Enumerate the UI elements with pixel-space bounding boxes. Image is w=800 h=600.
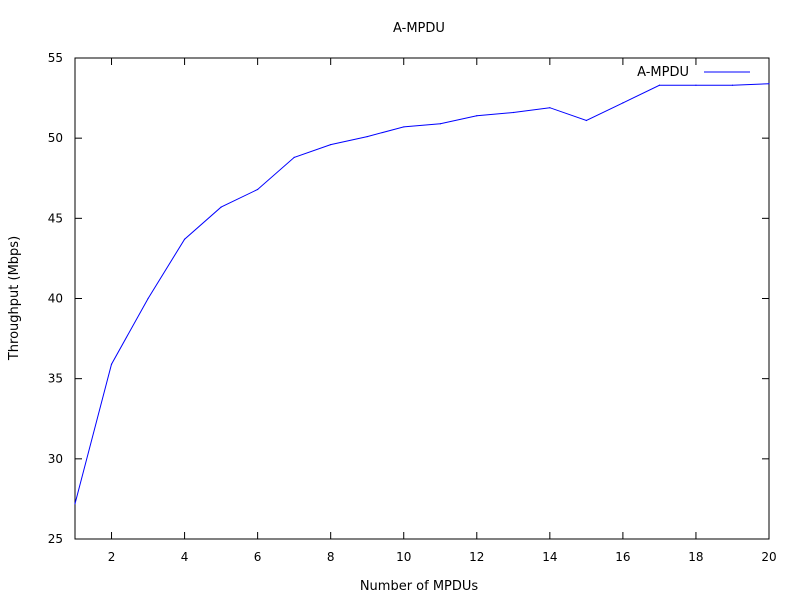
data-point (183, 238, 186, 240)
x-tick-label: 4 (181, 550, 189, 564)
axes (74, 57, 770, 540)
x-tick-label: 10 (396, 550, 411, 564)
data-point (220, 206, 222, 208)
y-tick-label: 25 (48, 532, 63, 546)
x-tick-label: 12 (469, 550, 484, 564)
data-point (549, 107, 551, 109)
data-point (110, 363, 113, 365)
data-point (403, 126, 405, 128)
data-point (585, 119, 587, 122)
legend: A-MPDU (637, 65, 750, 80)
data-point (293, 156, 295, 159)
x-tick-label: 8 (327, 550, 335, 564)
data-point (658, 84, 661, 86)
chart-title: A-MPDU (393, 21, 445, 36)
x-tick-label: 14 (542, 550, 557, 564)
data-point (768, 83, 770, 85)
data-point (74, 503, 76, 505)
x-tick-label: 2 (108, 550, 116, 564)
x-tick-label: 16 (615, 550, 630, 564)
data-point (439, 123, 441, 125)
data-point (257, 188, 259, 191)
series-line (74, 83, 770, 504)
data-point (731, 84, 734, 86)
data-point (366, 135, 368, 138)
y-tick-label: 35 (48, 372, 63, 386)
y-tick-label: 40 (48, 292, 63, 306)
plot-area (74, 83, 770, 505)
y-tick-label: 55 (48, 51, 63, 65)
x-axis-label: Number of MPDUs (360, 579, 479, 594)
data-point (147, 297, 149, 300)
ticks: 2 4 6 8 10 12 14 16 18 20 25 30 35 40 45 50 55 (48, 51, 777, 564)
data-point (695, 84, 697, 86)
y-tick-label: 30 (48, 452, 63, 466)
plot-border (74, 57, 770, 540)
data-point (330, 143, 332, 146)
y-tick-label: 45 (48, 211, 63, 225)
x-tick-label: 18 (688, 550, 703, 564)
y-axis-label: Throughput (Mbps) (7, 236, 22, 361)
data-point (476, 115, 478, 117)
legend-label: A-MPDU (637, 65, 689, 80)
y-tick-label: 50 (48, 131, 63, 145)
data-point (512, 111, 514, 114)
data-point (622, 102, 624, 104)
x-tick-label: 6 (254, 550, 262, 564)
x-tick-label: 20 (761, 550, 776, 564)
